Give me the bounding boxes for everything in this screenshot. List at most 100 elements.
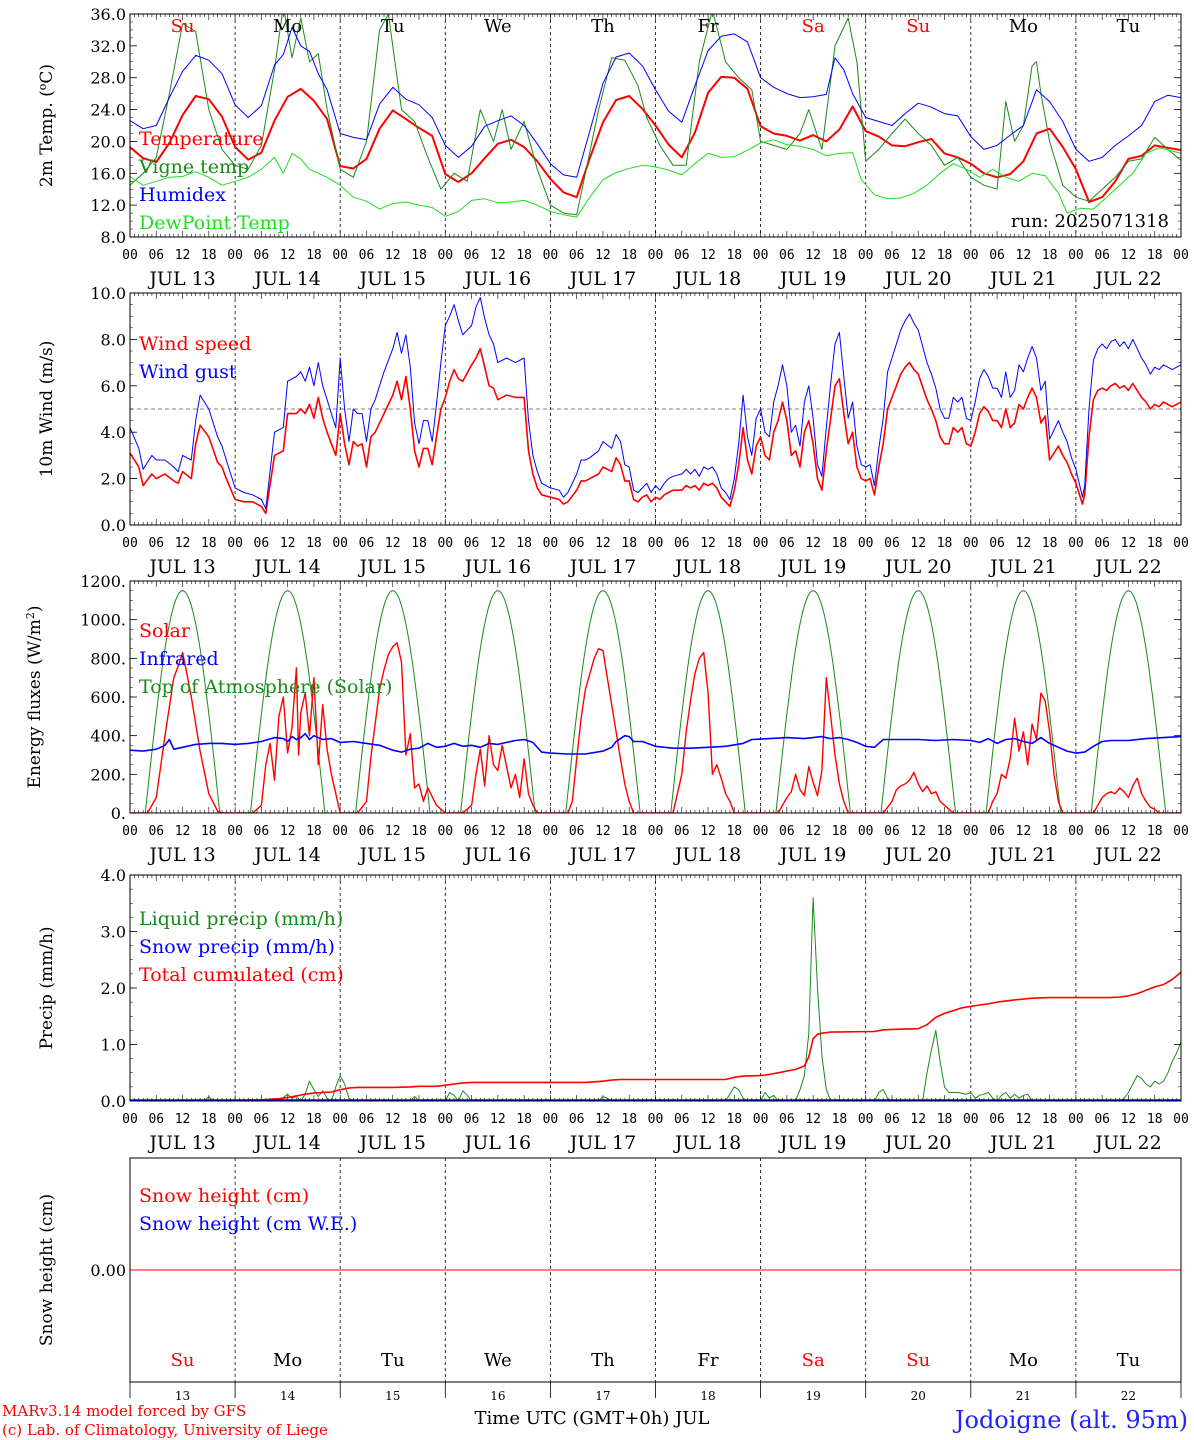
series-group: [130, 897, 1181, 1101]
x-hour-label: 06: [464, 1112, 480, 1127]
legend-entry: Snow height (cm): [139, 1185, 309, 1207]
x-hour-label: 12: [910, 248, 926, 263]
x-hour-label: 00: [437, 824, 453, 839]
day-number-label: 18: [700, 1389, 715, 1403]
y-tick-label: 2.0: [101, 979, 126, 998]
weekday-label: Mo: [273, 16, 302, 37]
x-hour-label: 18: [621, 536, 637, 551]
x-hour-label: 18: [516, 824, 532, 839]
x-date-label: JUL 15: [358, 844, 426, 866]
weekday-label: Th: [591, 1350, 615, 1371]
y-axis-title: 10m Wind (m/s): [37, 341, 57, 478]
x-hour-label: 18: [621, 248, 637, 263]
x-hour-label: 00: [437, 248, 453, 263]
liquid-precip-mm-h-line: [130, 897, 1181, 1101]
x-hour-label: 06: [779, 824, 795, 839]
x-date-label: JUL 13: [147, 268, 215, 290]
weekday-label: Th: [591, 16, 615, 37]
x-date-label: JUL 20: [883, 1132, 951, 1154]
x-hour-label: 00: [543, 248, 559, 263]
x-date-label: JUL 16: [463, 556, 531, 578]
legend-entry: Snow precip (mm/h): [139, 936, 335, 958]
legend-entry: Infrared: [139, 648, 219, 670]
weekday-label: Tu: [381, 1350, 405, 1371]
x-hour-label: 00: [332, 824, 348, 839]
weekday-label: Mo: [1009, 16, 1038, 37]
weekday-label: Su: [171, 1350, 195, 1371]
x-hour-label: 18: [201, 248, 217, 263]
x-hour-label: 12: [385, 1112, 401, 1127]
x-hour-label: 00: [648, 536, 664, 551]
x-hour-label: 06: [148, 536, 164, 551]
x-hour-label: 12: [805, 1112, 821, 1127]
unit-rest: C): [37, 64, 57, 84]
x-hour-label: 00: [227, 248, 243, 263]
x-hour-label: 18: [411, 536, 427, 551]
day-number-label: 20: [911, 1389, 926, 1403]
x-hour-label: 12: [700, 248, 716, 263]
x-hour-label: 00: [858, 536, 874, 551]
temperature-line: [130, 75, 1181, 203]
x-hour-label: 12: [385, 824, 401, 839]
x-date-label: JUL 20: [883, 556, 951, 578]
x-hour-label: 18: [726, 1112, 742, 1127]
x-hour-label: 18: [832, 536, 848, 551]
x-hour-label: 00: [963, 248, 979, 263]
humidex-line: [130, 27, 1181, 178]
wind-speed-line: [130, 347, 1181, 515]
x-date-label: JUL 15: [358, 1132, 426, 1154]
y-tick-label: 0.: [111, 804, 126, 823]
x-hour-label: 18: [306, 1112, 322, 1127]
x-hour-label: 12: [490, 1112, 506, 1127]
x-hour-label: 18: [937, 824, 953, 839]
x-hour-label: 06: [884, 824, 900, 839]
x-hour-label: 06: [148, 824, 164, 839]
unit-sup: 2: [24, 612, 37, 619]
weekday-label: Tu: [1117, 16, 1141, 37]
x-hour-label: 18: [1042, 248, 1058, 263]
panel-3: 0. 200. 400. 600. 800. 1000. 1200. Energy fluxe…: [24, 572, 1189, 866]
y-tick-label: 4.0: [101, 866, 126, 885]
toa-solar-line: [445, 590, 551, 813]
x-hour-label: 06: [569, 824, 585, 839]
x-date-label: JUL 15: [358, 268, 426, 290]
x-hour-label: 00: [858, 824, 874, 839]
toa-solar-line: [340, 590, 446, 813]
x-hour-label: 00: [122, 248, 138, 263]
x-date-label: JUL 17: [568, 844, 636, 866]
legend-entry: Total cumulated (cm): [139, 964, 344, 986]
x-hour-label: 06: [674, 824, 690, 839]
x-date-label: JUL 22: [1093, 844, 1161, 866]
weekday-label: Sa: [802, 16, 825, 37]
toa-solar-line: [760, 590, 866, 813]
y-tick-label: 10.0: [90, 284, 126, 303]
x-hour-label: 18: [832, 1112, 848, 1127]
wind-gust-line: [130, 297, 1181, 510]
x-hour-label: 18: [516, 1112, 532, 1127]
panel-frame: [129, 13, 1182, 238]
x-hour-label: 06: [254, 824, 270, 839]
y-tick-label: 28.0: [90, 69, 126, 88]
x-date-label: JUL 14: [252, 1132, 320, 1154]
x-hour-label: 06: [779, 248, 795, 263]
x-hour-label: 00: [332, 248, 348, 263]
x-hour-label: 18: [726, 248, 742, 263]
x-hour-label: 18: [621, 824, 637, 839]
x-hour-label: 12: [1121, 248, 1137, 263]
day-number-label: 17: [595, 1389, 610, 1403]
x-hour-label: 12: [1016, 536, 1032, 551]
y-tick-label: 4.0: [101, 423, 126, 442]
weekday-label: Tu: [381, 16, 405, 37]
x-hour-label: 12: [175, 536, 191, 551]
x-hour-label: 00: [648, 824, 664, 839]
x-hour-label: 12: [595, 1112, 611, 1127]
infrared-line: [130, 732, 1181, 755]
day-number-label: 22: [1121, 1389, 1136, 1403]
x-hour-label: 18: [516, 248, 532, 263]
x-hour-label: 12: [805, 248, 821, 263]
x-hour-label: 12: [280, 824, 296, 839]
x-hour-label: 00: [753, 1112, 769, 1127]
x-hour-label: 12: [805, 824, 821, 839]
x-hour-label: 06: [989, 248, 1005, 263]
toa-solar-line: [970, 590, 1076, 813]
